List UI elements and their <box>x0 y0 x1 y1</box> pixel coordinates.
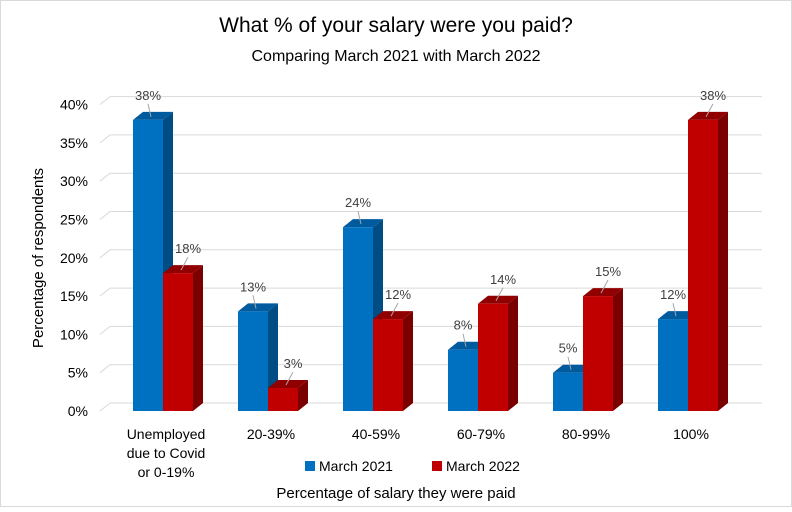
leader-line <box>357 211 362 225</box>
leader-line <box>180 256 189 271</box>
x-axis-label: Percentage of salary they were paid <box>276 485 515 502</box>
bar-top <box>343 219 383 228</box>
bar-top <box>688 111 728 120</box>
bar-march-2022 <box>688 119 718 412</box>
bar-top <box>373 311 413 320</box>
chart-subtitle: Comparing March 2021 with March 2022 <box>251 48 540 65</box>
y-tick-label: 20% <box>60 250 88 266</box>
data-label: 15% <box>595 264 621 279</box>
bar-march-2022 <box>268 388 298 411</box>
gridline-depth <box>99 134 111 144</box>
data-label: 38% <box>135 88 161 103</box>
bar-side <box>298 380 308 411</box>
bar-march-2021 <box>133 119 163 412</box>
y-tick-label: 25% <box>60 212 88 228</box>
legend-label: March 2022 <box>446 458 520 474</box>
bar-top <box>133 111 173 120</box>
data-label: 12% <box>385 287 411 302</box>
data-label: 14% <box>490 272 516 287</box>
x-tick-label: 80-99% <box>562 426 610 442</box>
bar-top <box>583 288 623 297</box>
data-label: 18% <box>175 241 201 256</box>
gridline-depth <box>99 211 111 220</box>
y-tick-label: 5% <box>68 365 88 381</box>
bar-top <box>163 265 203 274</box>
gridline-depth <box>99 287 111 297</box>
data-label: 38% <box>700 88 726 103</box>
bar-side <box>718 111 728 412</box>
leader-line <box>567 356 572 370</box>
x-tick-label: or 0-19% <box>138 464 195 480</box>
bar-march-2021 <box>553 372 583 411</box>
legend-label: March 2021 <box>319 458 393 474</box>
gridline-depth <box>99 172 111 182</box>
y-tick-label: 10% <box>60 326 88 342</box>
data-label: 13% <box>240 279 266 294</box>
leader-line <box>462 333 467 347</box>
leader-line <box>705 103 714 118</box>
y-axis-label: Percentage of respondents <box>30 168 47 348</box>
bar-side <box>403 311 413 411</box>
bar-march-2021 <box>658 319 688 411</box>
y-tick-label: 30% <box>60 173 88 189</box>
bar-side <box>508 295 518 411</box>
leader-line <box>285 371 294 386</box>
bar-march-2022 <box>373 319 403 411</box>
x-tick-label: due to Covid <box>127 445 206 461</box>
x-tick-label: 40-59% <box>352 426 400 442</box>
bar-march-2021 <box>238 311 268 411</box>
leader-line <box>147 103 152 118</box>
data-label: 24% <box>345 195 371 210</box>
chart-title: What % of your salary were you paid? <box>219 14 573 37</box>
gridline-depth <box>99 364 111 374</box>
bar-march-2022 <box>163 273 193 411</box>
y-tick-label: 0% <box>68 403 88 419</box>
gridline-depth <box>99 326 111 335</box>
leader-line <box>672 302 677 317</box>
gridline-depth <box>99 96 111 105</box>
x-tick-label: Unemployed <box>127 426 206 442</box>
gridline-depth <box>99 402 111 412</box>
gridline-depth <box>99 249 111 259</box>
data-label: 8% <box>454 318 473 333</box>
bar-top <box>238 303 278 312</box>
x-tick-label: 20-39% <box>247 426 295 442</box>
x-tick-label: 60-79% <box>457 426 505 442</box>
bar-march-2022 <box>478 303 508 411</box>
legend-swatch <box>432 461 442 471</box>
bar-top <box>478 295 518 304</box>
bar-march-2021 <box>343 227 373 411</box>
bar-side <box>193 265 203 411</box>
y-tick-label: 35% <box>60 135 88 151</box>
leader-line <box>252 295 257 309</box>
legend-swatch <box>305 461 315 471</box>
leader-line <box>390 302 399 317</box>
data-label: 5% <box>559 341 578 356</box>
x-tick-label: 100% <box>673 426 709 442</box>
data-label: 12% <box>660 287 686 302</box>
data-label: 3% <box>284 356 303 371</box>
bar-march-2021 <box>448 349 478 411</box>
y-tick-label: 40% <box>60 97 88 113</box>
bar-march-2022 <box>583 296 613 411</box>
y-tick-label: 15% <box>60 288 88 304</box>
bar-side <box>613 288 623 411</box>
bar-top <box>268 380 308 389</box>
leader-line <box>600 279 609 294</box>
leader-line <box>495 287 504 301</box>
